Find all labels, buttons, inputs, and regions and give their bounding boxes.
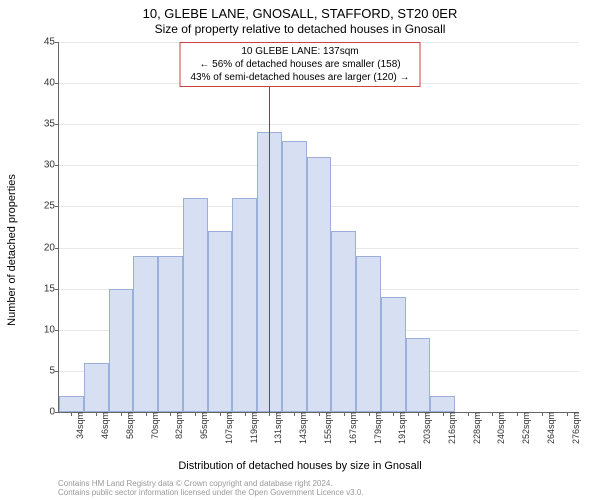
y-tick-mark: [55, 248, 59, 249]
x-tick-mark: [245, 412, 246, 416]
y-tick-mark: [55, 83, 59, 84]
x-tick-mark: [443, 412, 444, 416]
y-tick-mark: [55, 371, 59, 372]
x-tick-label: 191sqm: [393, 412, 407, 444]
x-tick-label: 131sqm: [269, 412, 283, 444]
footer-attribution: Contains HM Land Registry data © Crown c…: [58, 479, 364, 498]
x-tick-mark: [269, 412, 270, 416]
x-tick-label: 34sqm: [71, 412, 85, 439]
x-tick-label: 264sqm: [542, 412, 556, 444]
plot-area: 05101520253035404534sqm46sqm58sqm70sqm82…: [58, 42, 579, 413]
histogram-bar: [356, 256, 381, 412]
y-tick-mark: [55, 289, 59, 290]
histogram-bar: [59, 396, 84, 412]
histogram-bar: [133, 256, 158, 412]
histogram-bar: [282, 141, 307, 412]
annotation-line2: ← 56% of detached houses are smaller (15…: [190, 58, 409, 71]
y-tick-mark: [55, 42, 59, 43]
x-tick-label: 155sqm: [319, 412, 333, 444]
x-tick-mark: [344, 412, 345, 416]
histogram-bar: [381, 297, 406, 412]
x-tick-label: 276sqm: [567, 412, 581, 444]
chart-title-sub: Size of property relative to detached ho…: [0, 22, 600, 36]
histogram-bar: [183, 198, 208, 412]
x-tick-mark: [492, 412, 493, 416]
x-tick-label: 240sqm: [492, 412, 506, 444]
reference-line: [269, 42, 270, 412]
histogram-bar: [208, 231, 233, 412]
x-tick-label: 119sqm: [245, 412, 259, 443]
annotation-box: 10 GLEBE LANE: 137sqm ← 56% of detached …: [179, 42, 420, 87]
histogram-bar: [307, 157, 332, 412]
x-tick-mark: [418, 412, 419, 416]
x-tick-mark: [369, 412, 370, 416]
histogram-bar: [232, 198, 257, 412]
y-tick-mark: [55, 330, 59, 331]
x-tick-label: 82sqm: [170, 412, 184, 439]
x-tick-mark: [121, 412, 122, 416]
x-tick-mark: [393, 412, 394, 416]
grid-line: [59, 124, 579, 125]
x-tick-label: 58sqm: [121, 412, 135, 439]
y-axis-label: Number of detached properties: [6, 174, 18, 326]
x-tick-label: 203sqm: [418, 412, 432, 444]
x-tick-label: 167sqm: [344, 412, 358, 444]
x-tick-mark: [146, 412, 147, 416]
histogram-bar: [406, 338, 431, 412]
x-tick-mark: [170, 412, 171, 416]
y-tick-mark: [55, 206, 59, 207]
x-tick-mark: [517, 412, 518, 416]
y-tick-mark: [55, 124, 59, 125]
annotation-line1: 10 GLEBE LANE: 137sqm: [190, 45, 409, 58]
x-tick-label: 228sqm: [468, 412, 482, 444]
x-tick-mark: [294, 412, 295, 416]
histogram-bar: [331, 231, 356, 412]
x-tick-label: 95sqm: [195, 412, 209, 439]
x-tick-label: 179sqm: [369, 412, 383, 444]
x-tick-mark: [468, 412, 469, 416]
chart-title-main: 10, GLEBE LANE, GNOSALL, STAFFORD, ST20 …: [0, 6, 600, 21]
x-tick-mark: [71, 412, 72, 416]
x-tick-mark: [96, 412, 97, 416]
x-tick-label: 143sqm: [294, 412, 308, 444]
histogram-bar: [109, 289, 134, 412]
x-tick-label: 46sqm: [96, 412, 110, 439]
histogram-bar: [84, 363, 109, 412]
x-tick-label: 252sqm: [517, 412, 531, 444]
x-tick-mark: [542, 412, 543, 416]
histogram-bar: [158, 256, 183, 412]
chart-container: 10, GLEBE LANE, GNOSALL, STAFFORD, ST20 …: [0, 0, 600, 500]
x-tick-label: 216sqm: [443, 412, 457, 444]
histogram-bar: [430, 396, 455, 412]
x-tick-mark: [319, 412, 320, 416]
x-axis-label: Distribution of detached houses by size …: [0, 460, 600, 472]
x-tick-mark: [195, 412, 196, 416]
x-tick-label: 107sqm: [220, 412, 234, 444]
footer-line2: Contains public sector information licen…: [58, 488, 364, 498]
annotation-line3: 43% of semi-detached houses are larger (…: [190, 71, 409, 84]
footer-line1: Contains HM Land Registry data © Crown c…: [58, 479, 364, 489]
x-tick-label: 70sqm: [146, 412, 160, 439]
x-tick-mark: [220, 412, 221, 416]
y-tick-mark: [55, 412, 59, 413]
y-tick-mark: [55, 165, 59, 166]
x-tick-mark: [567, 412, 568, 416]
